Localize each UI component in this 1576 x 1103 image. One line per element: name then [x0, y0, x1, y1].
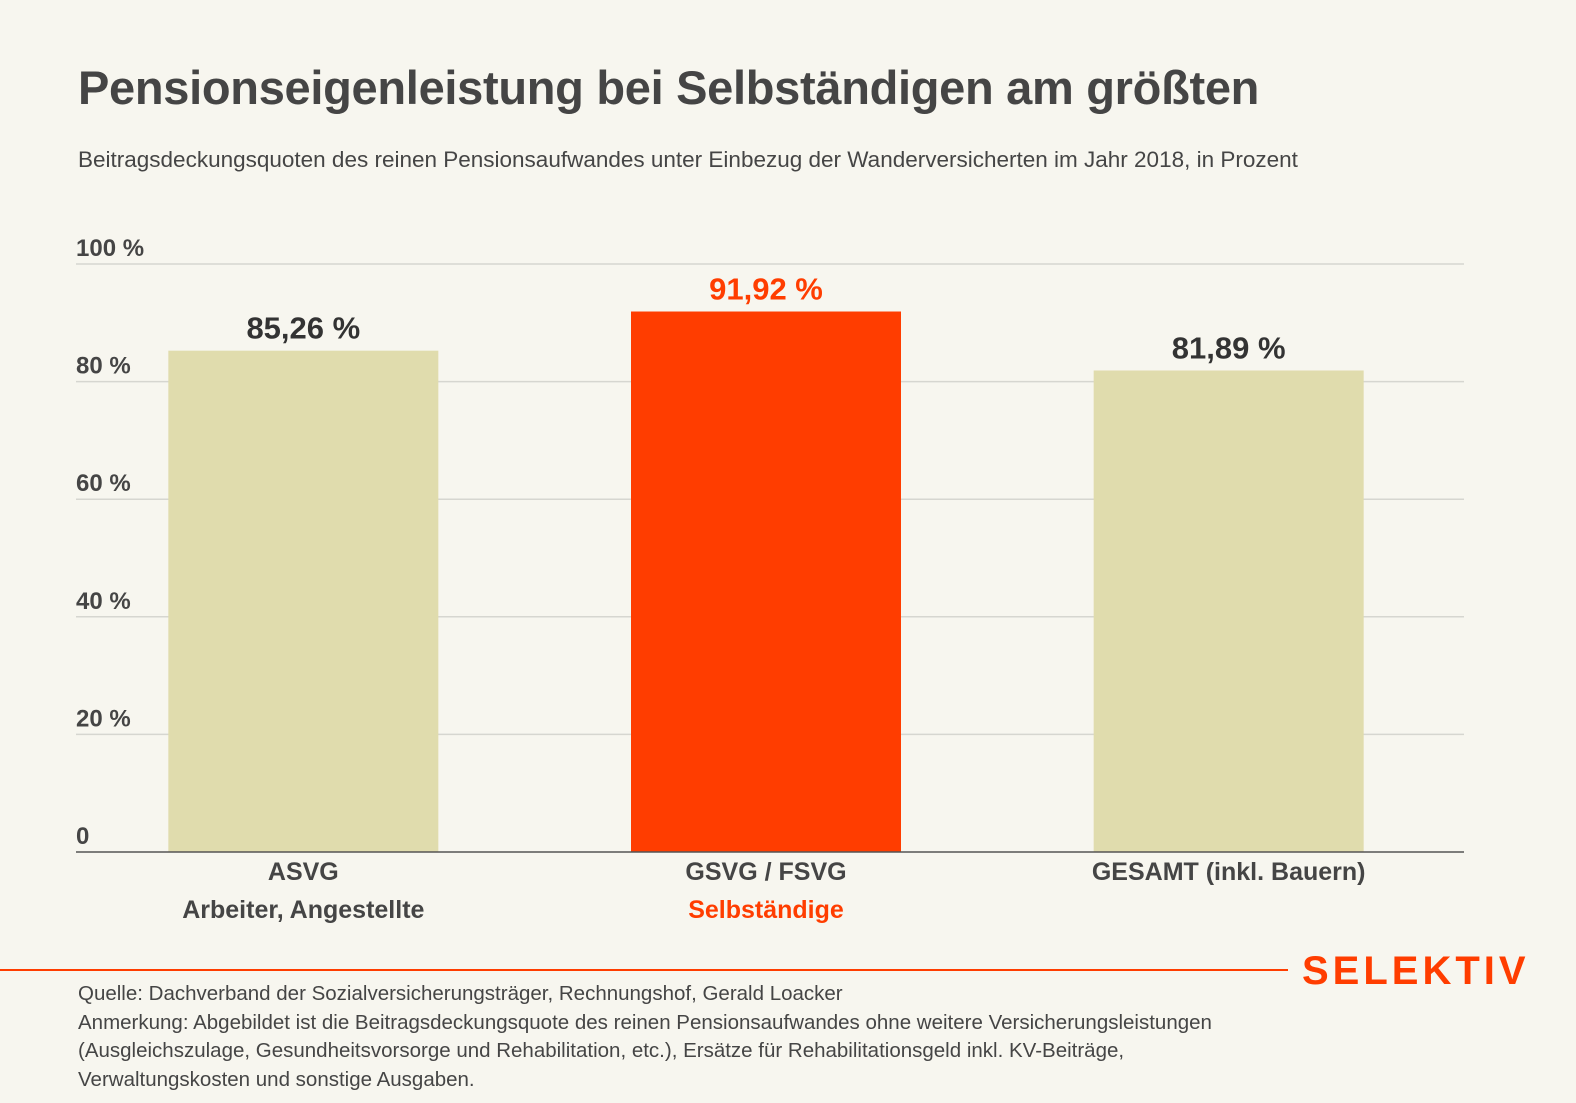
y-tick-label: 60 %: [76, 470, 131, 497]
y-tick-label: 80 %: [76, 353, 131, 380]
y-tick-label: 100 %: [76, 235, 144, 262]
value-label: 81,89 %: [1172, 330, 1286, 365]
category-label: GESAMT (inkl. Bauern): [1092, 858, 1366, 886]
footer-divider: [0, 969, 1288, 971]
bar: [168, 350, 439, 852]
value-label: 85,26 %: [246, 311, 360, 346]
category-sublabel: Arbeiter, Angestellte: [182, 896, 424, 924]
chart-subtitle: Beitragsdeckungsquoten des reinen Pensio…: [78, 147, 1298, 172]
annotation-line: (Ausgleichszulage, Gesundheitsvorsorge u…: [78, 1039, 1125, 1062]
y-tick-label: 0: [76, 823, 89, 850]
y-tick-label: 40 %: [76, 588, 131, 615]
y-tick-label: 20 %: [76, 705, 131, 732]
value-label: 91,92 %: [709, 272, 823, 307]
footer-notes: Quelle: Dachverband der Sozialversicheru…: [78, 980, 1498, 1094]
bar-chart: 0 20 % 40 % 60 % 80 % 100 % 85,26 % ASVG Arbeite…: [76, 235, 1464, 924]
bar: [631, 311, 901, 853]
annotation-line: Anmerkung: Abgebildet ist die Beitragsde…: [78, 1010, 1212, 1034]
source-note: Quelle: Dachverband der Sozialversicheru…: [78, 982, 843, 1005]
bar: [1093, 370, 1364, 852]
brand-logo: SELEKTIV: [1302, 949, 1530, 993]
category-label: GSVG / FSVG: [685, 858, 846, 886]
annotation-line: Verwaltungskosten und sonstige Ausgaben.: [78, 1067, 475, 1091]
chart-title: Pensionseigenleistung bei Selbständigen …: [78, 61, 1260, 114]
category-label: ASVG: [268, 858, 339, 886]
category-sublabel: Selbständige: [688, 896, 844, 924]
